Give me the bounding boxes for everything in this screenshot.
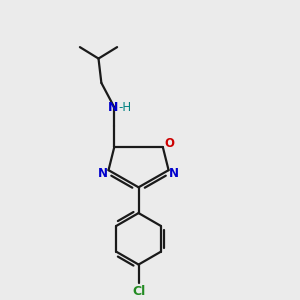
Text: O: O: [164, 137, 174, 150]
Text: -H: -H: [118, 101, 132, 114]
Text: N: N: [108, 101, 118, 114]
Text: Cl: Cl: [132, 285, 145, 298]
Text: N: N: [98, 167, 108, 179]
Text: N: N: [169, 167, 179, 179]
